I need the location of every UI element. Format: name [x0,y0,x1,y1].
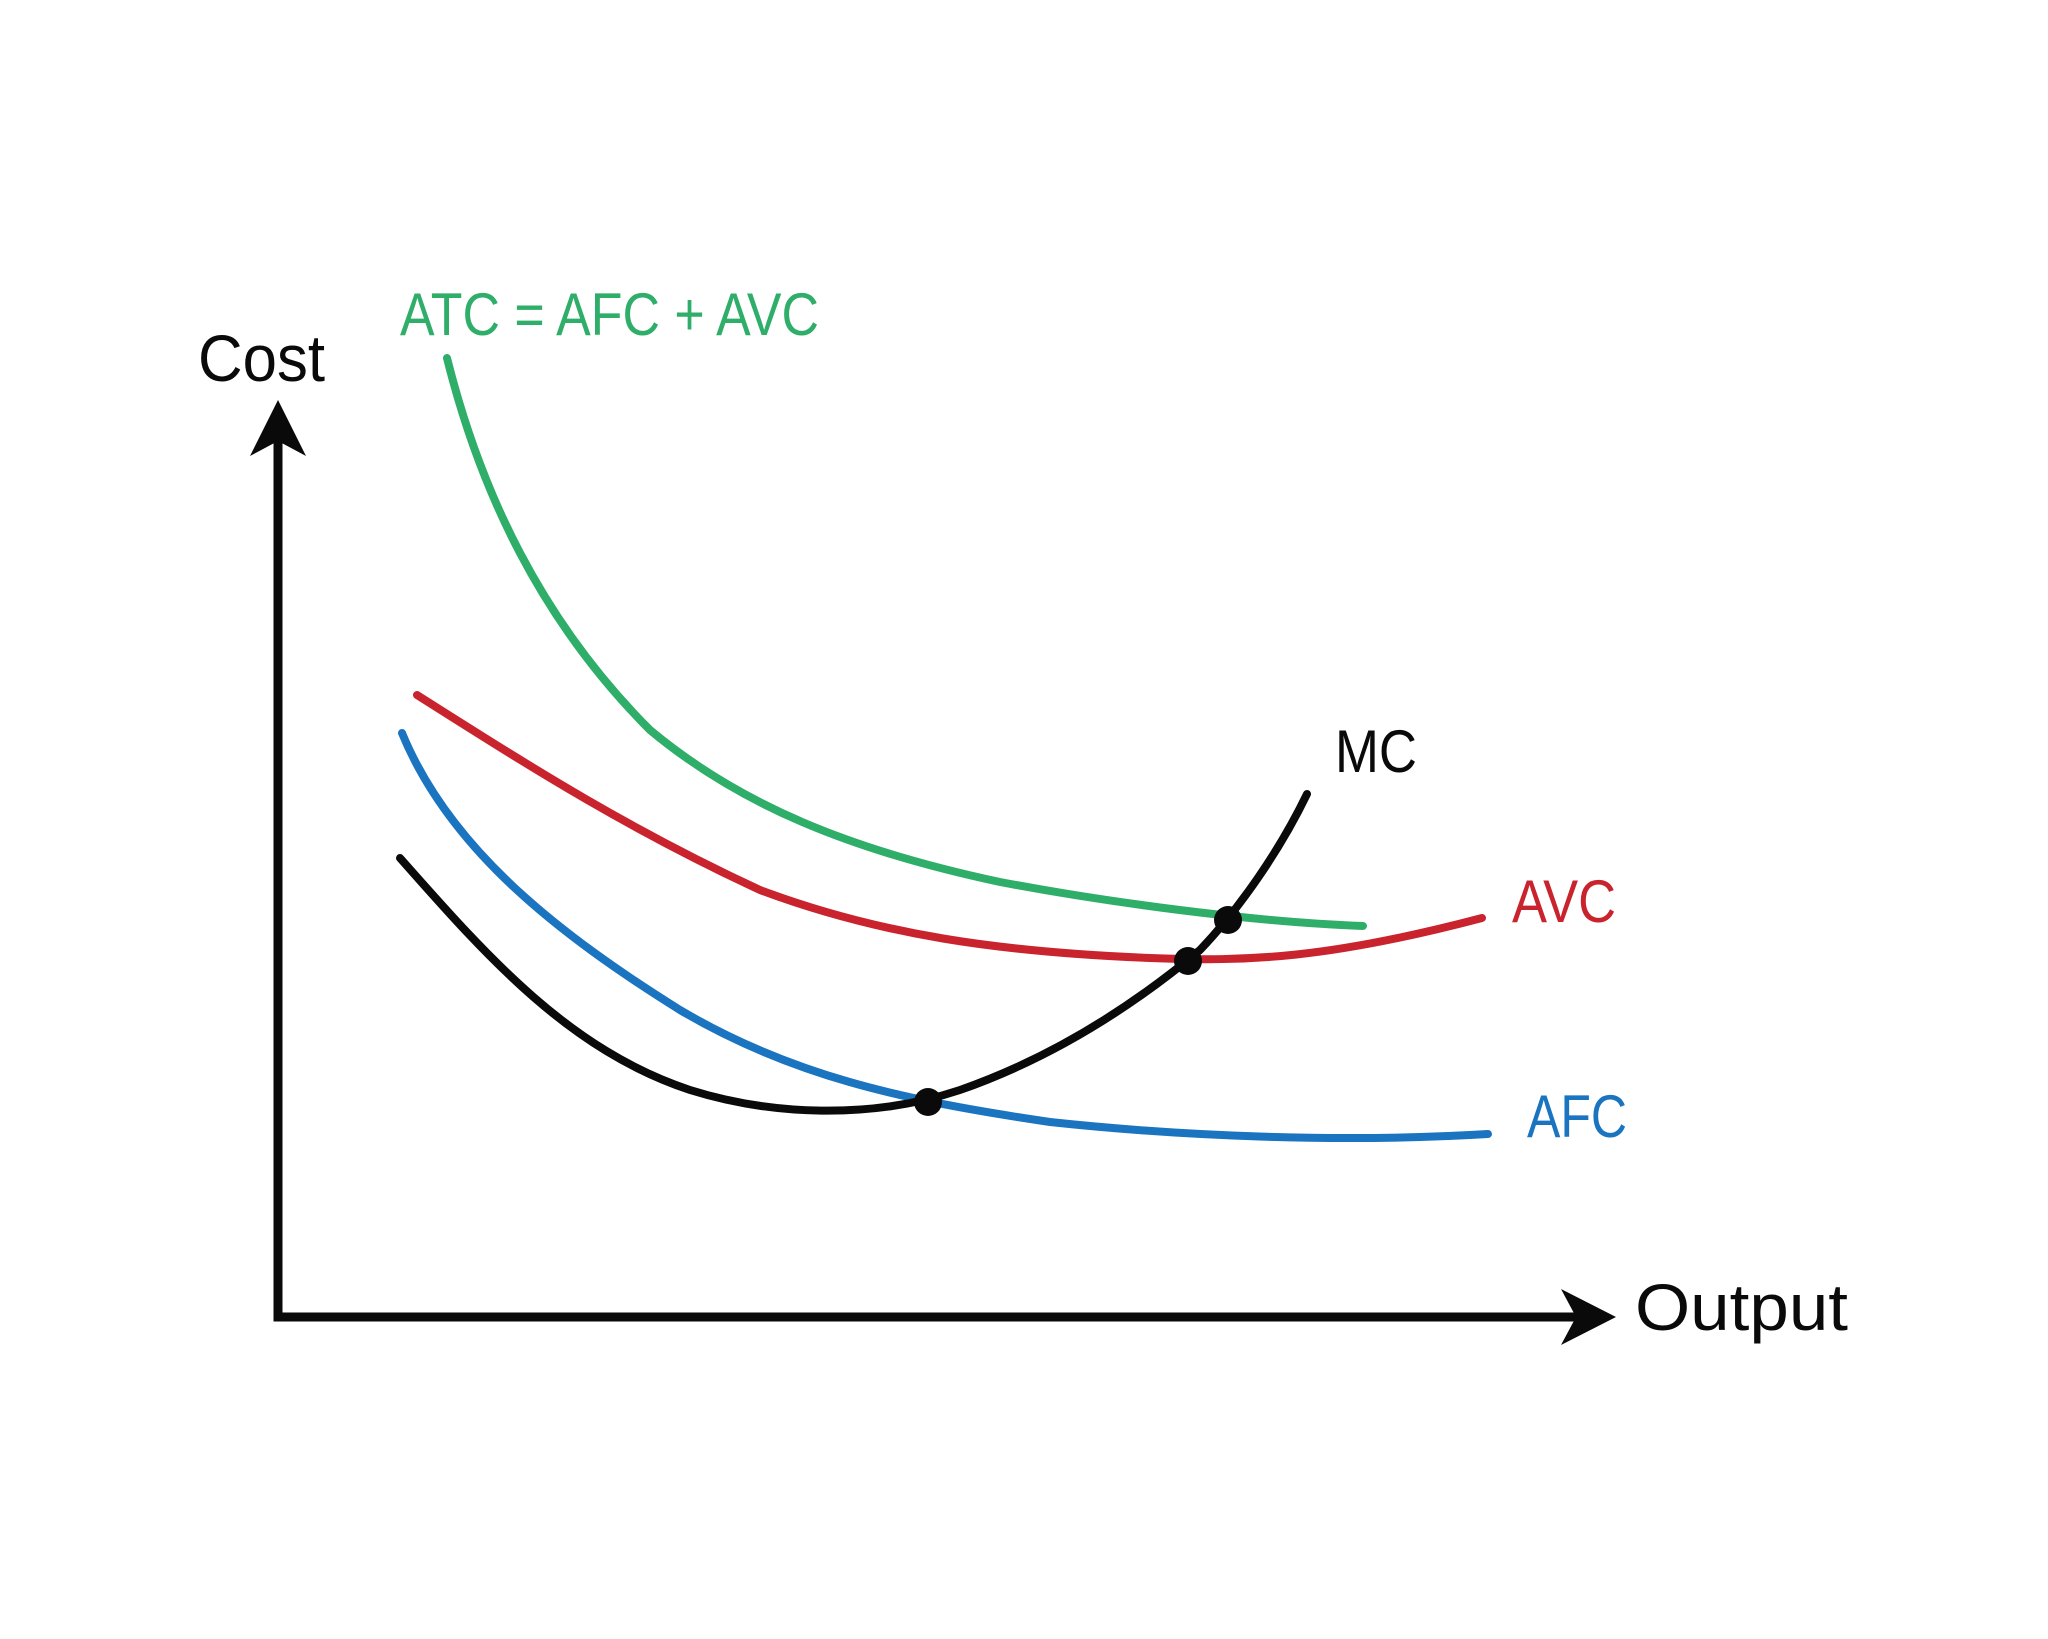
mc-avc-intersection-dot [1174,947,1202,975]
y-axis-arrowhead-icon [250,400,306,456]
avc-curve-label: AVC [1512,868,1616,935]
x-axis-label: Output [1635,1270,1848,1344]
mc-atc-intersection-dot [1214,906,1242,934]
avc-curve [413,691,1486,964]
mc-afc-intersection-dot [914,1088,942,1116]
x-axis-arrowhead-icon [1561,1289,1616,1345]
y-axis-label: Cost [198,321,325,395]
afc-curve-label: AFC [1527,1083,1627,1150]
atc-curve [443,354,1367,930]
atc-curve-label: ATC = AFC + AVC [400,281,819,348]
afc-curve [398,729,1492,1143]
mc-curve-label: MC [1335,718,1417,785]
axis-lines [273,430,1580,1322]
